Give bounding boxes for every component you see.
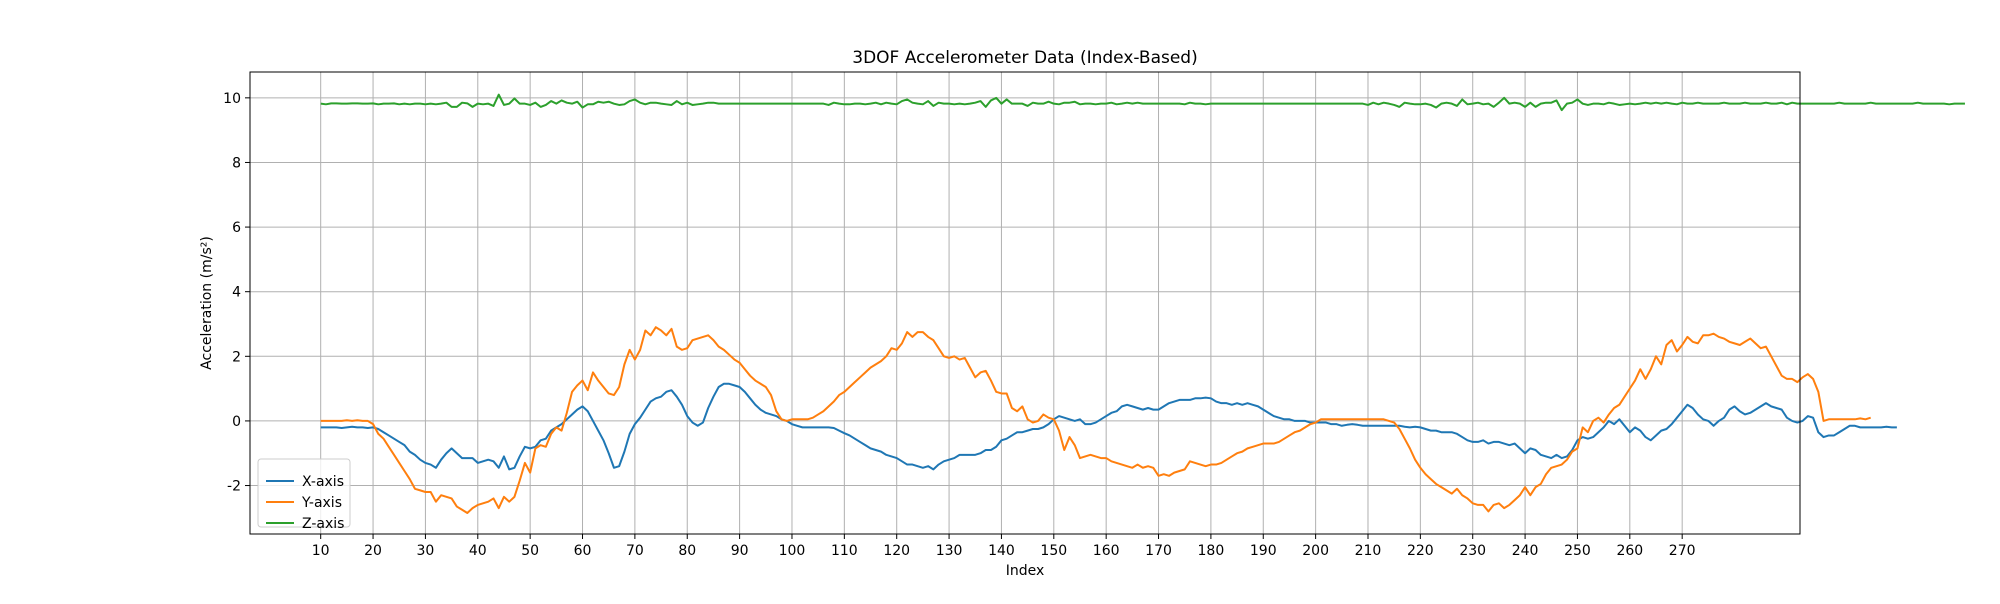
y-tick-label: 2 [232,349,241,365]
y-tick-label: 10 [223,91,241,107]
x-tick-label: 170 [1145,543,1172,559]
x-tick-label: 50 [521,543,539,559]
x-tick-label: 80 [678,543,696,559]
series-lines [320,93,1965,514]
legend-label: Z-axis [302,516,344,532]
x-tick-label: 220 [1407,543,1434,559]
legend-label: Y-axis [301,495,342,511]
plot-frame [249,71,1801,535]
x-tick-label: 120 [883,543,910,559]
chart-title: 3DOF Accelerometer Data (Index-Based) [852,48,1197,68]
y-axis-title: Acceleration (m/s²) [199,236,215,370]
legend-label: X-axis [302,474,344,490]
x-tick-label: 140 [988,543,1015,559]
y-tick-label: 4 [232,285,241,301]
series-line-y-axis [320,326,1871,514]
x-tick-label: 40 [469,543,487,559]
x-tick-label: 20 [364,543,382,559]
x-tick-label: 210 [1355,543,1382,559]
x-tick-label: 10 [312,543,330,559]
x-tick-label: 70 [626,543,644,559]
x-tick-label: 30 [417,543,435,559]
x-tick-label: 230 [1459,543,1486,559]
x-tick-label: 200 [1302,543,1329,559]
legend: X-axis Y-axis Z-axis [257,458,351,532]
axis-ticks: 10 20 30 40 50 60 70 80 90 100 110 120 130 140 150 160 1… [223,91,1695,559]
x-tick-label: 250 [1564,543,1591,559]
x-tick-label: 60 [574,543,592,559]
x-tick-label: 130 [936,543,963,559]
x-tick-label: 100 [779,543,806,559]
x-tick-label: 150 [1040,543,1067,559]
series-line-x-axis [320,382,1897,471]
x-tick-label: 160 [1093,543,1120,559]
y-tick-label: 6 [232,220,241,236]
x-tick-label: 190 [1250,543,1277,559]
x-tick-label: 260 [1616,543,1643,559]
y-tick-label: 8 [232,155,241,171]
x-tick-label: 240 [1512,543,1539,559]
x-tick-label: 110 [831,543,858,559]
x-axis-title: Index [1006,563,1045,579]
legend-box [257,458,351,528]
x-tick-label: 270 [1669,543,1696,559]
series-line-z-axis [320,93,1965,112]
y-tick-label: -2 [227,479,241,495]
y-tick-label: 0 [232,414,241,430]
grid [250,72,1800,534]
x-tick-label: 90 [731,543,749,559]
x-tick-label: 180 [1198,543,1225,559]
